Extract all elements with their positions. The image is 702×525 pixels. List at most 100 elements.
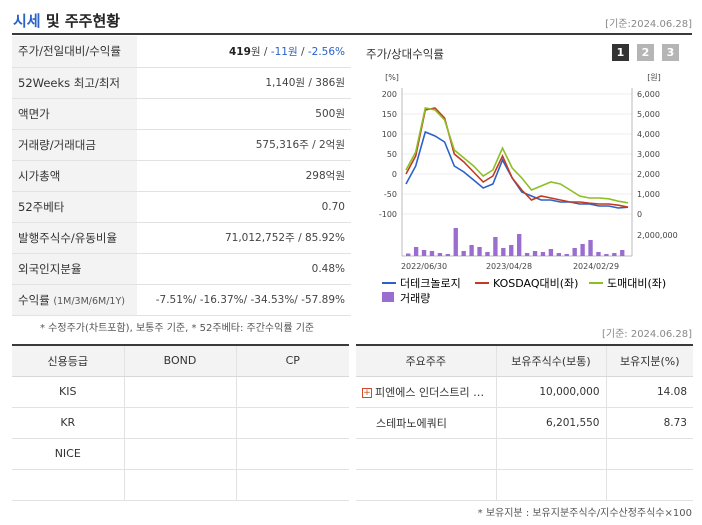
table-row: [12, 469, 349, 501]
holder-pct: 14.08: [605, 376, 693, 408]
holder-reference-date: [기준: 2024.06.28]: [601, 329, 692, 340]
credit-cp: [235, 407, 349, 439]
credit-bond: [123, 407, 236, 439]
volume-bar: [509, 245, 514, 256]
credit-bond: [123, 376, 236, 408]
credit-cp: [235, 438, 349, 470]
volume-bar: [540, 252, 546, 256]
price-change-pct: -2.56%: [307, 45, 345, 58]
credit-header-rating: 신용등급: [12, 345, 124, 377]
current-price: 419: [229, 45, 251, 58]
separator: /: [297, 45, 308, 58]
foreign-ownership-label: 외국인지분율: [12, 253, 137, 285]
right-axis-unit: [원]: [647, 73, 661, 82]
credit-cp: [235, 469, 349, 501]
holder-header-shares: 보유주식수(보통): [495, 345, 606, 377]
holder-shares: 6,201,550: [495, 407, 606, 439]
credit-rating-table: 신용등급 BOND CP KIS KR NICE: [12, 344, 349, 501]
credit-header-cp: CP: [235, 345, 349, 377]
reference-date: [기준:2024.06.28]: [605, 19, 692, 30]
header-divider: [12, 33, 692, 35]
holder-name: 스테파노에쿼티: [356, 407, 496, 439]
x-tick-label: 2022/06/30: [401, 262, 447, 271]
beta-row: 52주베타 0.70: [12, 191, 351, 223]
credit-agency: KR: [12, 407, 124, 439]
chart-tab-2[interactable]: 2: [637, 44, 654, 61]
left-tick-label: 50: [387, 150, 397, 159]
x-tick-label: 2024/02/29: [573, 262, 619, 271]
legend-kosdaq-label: KOSDAQ대비(좌): [493, 277, 578, 290]
table-row: KIS: [12, 376, 349, 408]
right-tick-label: 6,000: [637, 90, 660, 99]
table-row: 스테파노에쿼티 6,201,550 8.73: [356, 407, 693, 439]
expand-plus-icon[interactable]: +: [362, 387, 372, 398]
volume-bar: [461, 251, 466, 256]
left-tick-label: 200: [382, 90, 397, 99]
price-label: 주가/전일대비/수익률: [12, 36, 137, 68]
credit-agency: NICE: [12, 438, 124, 470]
right-tick-label: 4,000: [637, 130, 660, 139]
legend-volume-label: 거래량: [400, 292, 430, 305]
price-unit: 원: [250, 45, 261, 58]
volume-bar: [517, 234, 522, 256]
return-label: 수익률 (1M/3M/6M/1Y): [12, 284, 137, 316]
foreign-ownership-value: 0.48%: [137, 253, 351, 285]
credit-agency: KIS: [12, 376, 124, 408]
par-value-row: 액면가 500원: [12, 98, 351, 130]
credit-header-bond: BOND: [123, 345, 236, 377]
volume-bar: [596, 252, 601, 256]
legend-stock-label: 더테크놀로지: [400, 277, 461, 290]
52week-value: 1,140원 / 386원: [137, 67, 351, 99]
holder-name: [356, 469, 496, 501]
chart-legend: 더테크놀로지 KOSDAQ대비(좌) 도매대비(좌) 거래량: [382, 277, 666, 305]
left-tick-label: 100: [382, 130, 397, 139]
volume-bar: [604, 254, 609, 256]
chart-tab-1[interactable]: 1: [612, 44, 629, 61]
volume-label: 거래량/거래대금: [12, 129, 137, 161]
series-line-2: [405, 107, 629, 208]
volume-bar: [485, 252, 490, 256]
holder-header-pct: 보유지분(%): [605, 345, 693, 377]
chart-lines: [405, 107, 629, 209]
volume-bar: [501, 248, 506, 256]
section-title: 시세 및 주주현황: [13, 10, 120, 31]
shares-label: 발행주식수/유동비율: [12, 222, 137, 254]
table-row: [356, 438, 693, 470]
table-row: KR: [12, 407, 349, 439]
legend-volume-swatch: [382, 292, 394, 302]
holder-name[interactable]: + 피엔에스 인더스트리 …: [356, 376, 496, 408]
left-tick-label: 150: [382, 110, 397, 119]
return-label-periods: (1M/3M/6M/1Y): [53, 295, 125, 307]
volume-bar: [406, 253, 411, 256]
price-row: 주가/전일대비/수익률 419원 / -11원 / -2.56%: [12, 36, 351, 68]
legend-sector-label: 도매대비(좌): [607, 277, 666, 290]
52week-row: 52Weeks 최고/최저 1,140원 / 386원: [12, 67, 351, 99]
volume-row: 거래량/거래대금 575,316주 / 2억원: [12, 129, 351, 161]
section-title-rest: 및 주주현황: [40, 12, 121, 30]
credit-bond: [123, 438, 236, 470]
market-cap-value: 298억원: [137, 160, 351, 192]
market-cap-row: 시가총액 298억원: [12, 160, 351, 192]
volume-bar: [453, 228, 458, 256]
chart-title: 주가/상대수익률: [366, 47, 444, 61]
holder-footnote: * 보유지분 : 보유지분주식수/지수산정주식수×100: [477, 508, 692, 519]
holder-shares: [495, 438, 606, 470]
volume-bar: [620, 250, 625, 256]
separator: /: [260, 45, 271, 58]
volume-bar: [612, 253, 617, 256]
left-axis-unit: [%]: [385, 73, 399, 82]
section-title-accent: 시세: [13, 12, 41, 30]
foreign-ownership-row: 외국인지분율 0.48%: [12, 253, 351, 285]
major-shareholders-table: 주요주주 보유주식수(보통) 보유지분(%) + 피엔에스 인더스트리 … 10,…: [356, 344, 693, 501]
volume-bar: [445, 254, 451, 256]
series-line-1: [405, 130, 629, 209]
52week-label: 52Weeks 최고/최저: [12, 67, 137, 99]
price-value: 419원 / -11원 / -2.56%: [137, 36, 351, 68]
volume-bar: [572, 248, 577, 256]
chart-tab-3[interactable]: 3: [662, 44, 679, 61]
left-tick-label: 0: [392, 170, 397, 179]
right-tick-label: 2,000: [637, 170, 660, 179]
market-cap-label: 시가총액: [12, 160, 137, 192]
right-tick-label: 5,000: [637, 110, 660, 119]
holder-name: [356, 438, 496, 470]
